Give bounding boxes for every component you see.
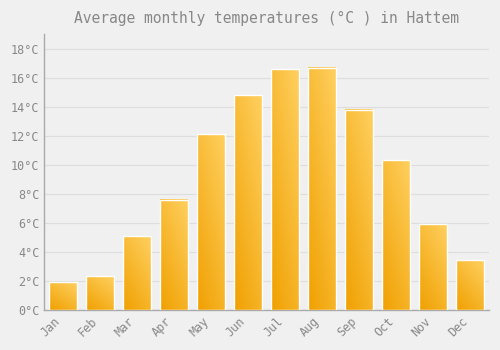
Bar [234,95,262,310]
Bar [123,236,151,310]
Bar [456,260,484,310]
Bar [197,134,225,310]
Bar [382,160,410,310]
Bar [308,68,336,310]
Title: Average monthly temperatures (°C ) in Hattem: Average monthly temperatures (°C ) in Ha… [74,11,459,26]
Bar [346,110,373,310]
Bar [420,224,447,310]
Bar [86,276,114,310]
Bar [272,69,299,310]
Bar [160,199,188,310]
Bar [49,282,77,310]
